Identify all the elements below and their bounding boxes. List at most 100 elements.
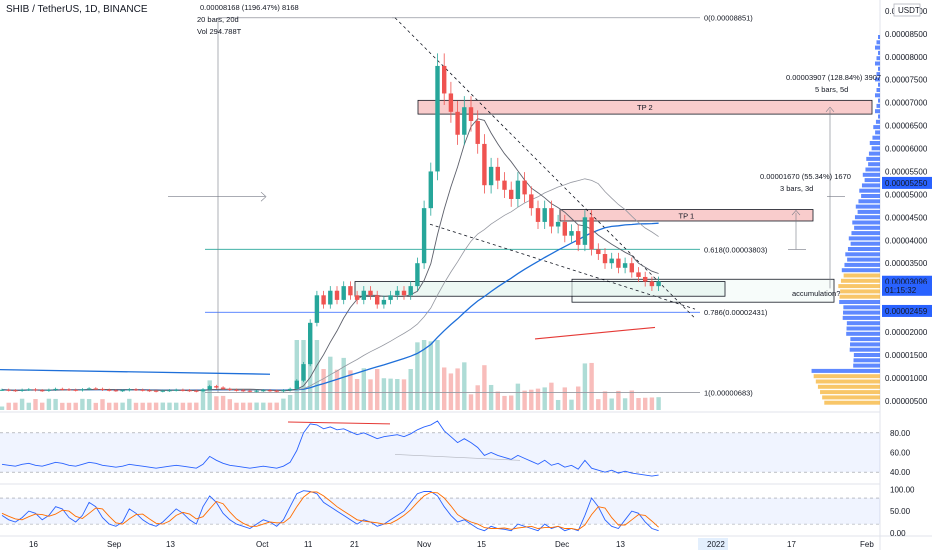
volume-bar xyxy=(636,398,641,410)
candle-body xyxy=(321,295,326,305)
volume-bar xyxy=(267,402,273,410)
volume-bar xyxy=(167,402,172,410)
candle-body xyxy=(562,221,567,236)
rsi-divergence-line xyxy=(287,421,391,425)
pair-label: SHIB / TetherUS, 1D, BINANCE xyxy=(6,4,148,15)
price-badge xyxy=(882,176,932,189)
volume-bar xyxy=(502,395,507,410)
candle-body xyxy=(589,217,594,250)
volume-bar xyxy=(455,368,460,410)
volume-profile-bar xyxy=(878,35,880,39)
candle-body xyxy=(207,386,212,390)
rsi-tick-label: 60.00 xyxy=(890,448,911,457)
candle-body xyxy=(401,290,407,296)
volume-bar xyxy=(200,390,206,410)
volume-bar xyxy=(147,402,152,410)
volume-bar xyxy=(602,391,608,410)
volume-bar xyxy=(227,399,232,410)
time-tick-label: 13 xyxy=(166,540,175,549)
time-axis[interactable]: 16Sep13Oct1121Nov15Dec13202217Feb2022 xyxy=(29,538,874,550)
volume-profile-bar xyxy=(875,45,880,50)
rsi-tick-label: 40.00 xyxy=(890,468,911,477)
candle-body xyxy=(46,389,52,391)
volume-bar xyxy=(53,398,58,410)
candle-body xyxy=(234,389,239,391)
price-axis[interactable]: 0.000090000.000085000.000080000.00007500… xyxy=(882,7,932,406)
volume-profile-bar xyxy=(843,305,880,310)
price-badge-label: 0.00002459 xyxy=(885,307,928,316)
candle-body xyxy=(53,388,58,390)
candle-body xyxy=(26,389,31,391)
measure-line-3: Vol 294.788T xyxy=(197,27,242,36)
volume-profile-bar xyxy=(839,294,880,299)
candle-body xyxy=(622,263,628,268)
stoch-k-line xyxy=(1,490,659,532)
volume-profile-bar xyxy=(843,310,880,315)
candle-body xyxy=(214,386,219,388)
volume-bar xyxy=(73,402,78,410)
volume-profile-bar xyxy=(876,72,880,77)
volume-profile-bar xyxy=(857,209,880,214)
volume-profile-bar xyxy=(839,300,880,304)
candle-body xyxy=(609,258,614,264)
candle-body xyxy=(502,180,507,190)
volume-bar xyxy=(287,394,293,410)
candle-body xyxy=(649,281,655,287)
price-tick-label: 0.00008000 xyxy=(885,53,928,62)
time-tick-label: Oct xyxy=(256,540,269,549)
volume-bar xyxy=(120,402,125,410)
volume-bar xyxy=(33,399,38,410)
volume-bar xyxy=(428,341,433,410)
rsi-pane[interactable]: 80.00 60.00 40.00 xyxy=(0,420,911,477)
volume-bar xyxy=(582,363,588,410)
candle-body xyxy=(227,388,232,390)
candle-body xyxy=(535,208,541,222)
candle-body xyxy=(0,389,5,391)
tp1-measure-line-1: 0.00001670 (55.34%) 1670 xyxy=(760,172,851,181)
candle-body xyxy=(348,286,353,296)
volume-profile-bar xyxy=(843,273,880,278)
price-tick-label: 0.00003500 xyxy=(885,259,928,268)
candle-body xyxy=(395,290,400,296)
candle-body xyxy=(442,65,447,94)
volume-bar xyxy=(26,402,31,410)
price-tick-label: 0.00002000 xyxy=(885,328,928,337)
candle-body xyxy=(261,390,266,392)
candle-body xyxy=(241,390,246,392)
ma-long-line xyxy=(0,368,271,375)
candle-body xyxy=(308,322,313,365)
candle-body xyxy=(462,107,467,135)
candle-body xyxy=(220,387,226,389)
candle-body xyxy=(153,390,159,392)
time-tick-label: Dec xyxy=(555,540,569,549)
candle-body xyxy=(294,380,299,389)
volume-profile-bar xyxy=(872,135,880,140)
currency-box[interactable] xyxy=(893,3,921,17)
candle-body xyxy=(281,390,286,392)
volume-bar xyxy=(529,389,534,410)
volume-bar xyxy=(247,402,253,410)
volume-bar xyxy=(294,340,299,410)
volume-bar xyxy=(596,399,601,410)
year-highlight xyxy=(698,538,728,550)
tp2-measure-line-2: 5 bars, 5d xyxy=(815,85,848,94)
volume-bar xyxy=(133,402,139,410)
volume-profile-bar xyxy=(876,103,880,108)
stoch-pane[interactable]: 100.00 50.00 0.00 xyxy=(0,485,915,538)
volume-profile-bar xyxy=(847,247,880,251)
volume-bar xyxy=(107,402,112,410)
volume-bar xyxy=(207,380,212,410)
volume-bar xyxy=(448,373,454,410)
volume-bar xyxy=(334,369,340,410)
volume-bar xyxy=(368,379,373,410)
volume-bar xyxy=(629,390,634,410)
volume-profile-bar xyxy=(853,363,880,368)
candle-body xyxy=(247,390,253,392)
candle-body xyxy=(408,286,413,296)
zone-label: TP 1 xyxy=(679,211,695,220)
volume-bar xyxy=(254,402,259,410)
volume-profile-bar xyxy=(853,358,880,363)
volume-bar xyxy=(442,367,447,410)
